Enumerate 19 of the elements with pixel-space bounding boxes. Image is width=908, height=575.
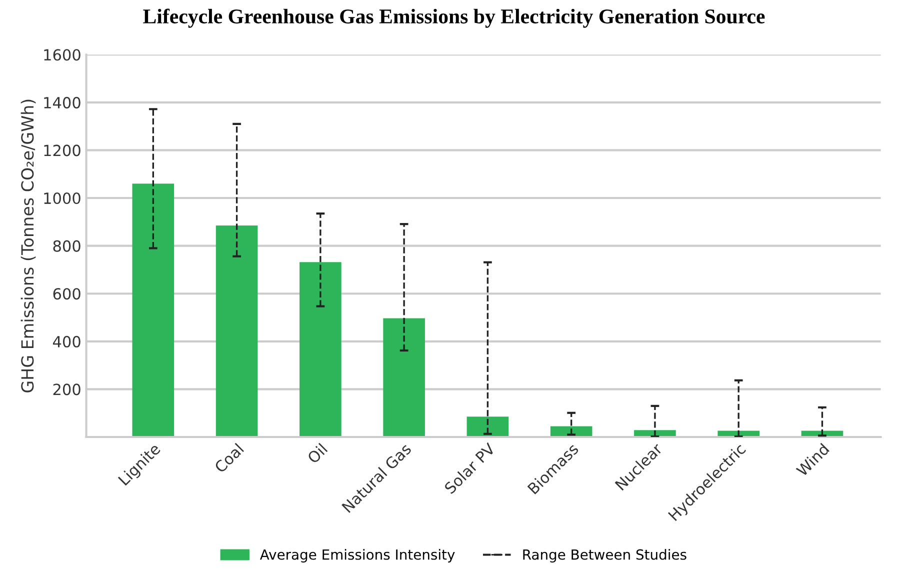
y-tick-label: 200 xyxy=(53,384,80,396)
y-tick-label: 1200 xyxy=(44,144,80,156)
y-tick-label: 800 xyxy=(53,240,80,252)
y-tick-label: 400 xyxy=(52,336,80,348)
bar xyxy=(466,416,509,437)
legend-label: Average Emissions Intensity xyxy=(260,549,455,562)
y-tick-label: 600 xyxy=(53,288,80,300)
y-tick-label: 1600 xyxy=(44,49,80,61)
y-tick-label: 1400 xyxy=(44,96,80,108)
bar xyxy=(132,184,174,437)
chart-title: Lifecycle Greenhouse Gas Emissions by Electricity Generation Source xyxy=(143,8,765,28)
bar xyxy=(383,318,425,437)
y-axis-title: GHG Emissions (Tonnes CO₂e/GWh) xyxy=(20,100,36,392)
bar xyxy=(550,426,592,437)
bar xyxy=(300,262,342,437)
x-tick-label: Oil xyxy=(306,442,328,464)
bar xyxy=(216,226,258,437)
y-tick-label: 1000 xyxy=(44,192,80,204)
text: Range Between Studies xyxy=(523,549,686,562)
